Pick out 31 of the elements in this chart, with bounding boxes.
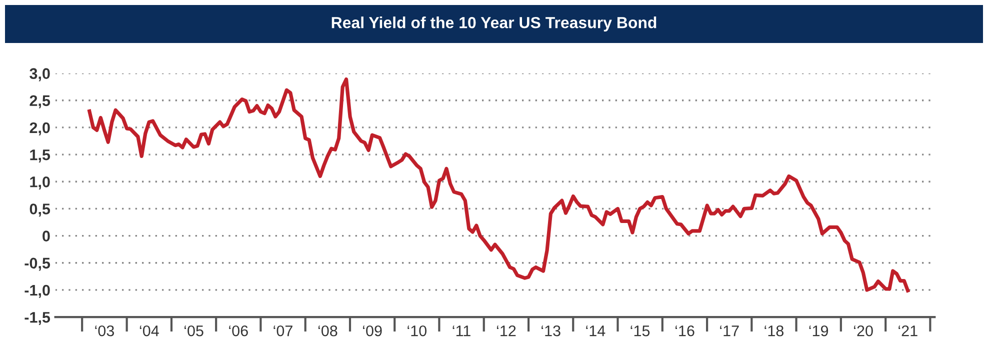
x-tick-label: ‘18 — [764, 325, 784, 336]
x-tick-label: ‘15 — [630, 326, 650, 336]
x-tick-label: ‘12 — [496, 325, 516, 336]
y-tick-label: -1,0 — [24, 284, 50, 298]
x-tick-label: ‘10 — [408, 325, 426, 336]
y-tick-label: 0,5 — [30, 204, 50, 217]
x-tick-label: ‘08 — [318, 325, 338, 336]
y-tick-label: -1,5 — [24, 312, 50, 325]
x-tick-label: ‘05 — [184, 325, 204, 336]
x-tick-label: ‘21 — [898, 325, 918, 336]
y-tick-label: 1,5 — [30, 150, 50, 162]
y-tick-label: 1,0 — [30, 176, 50, 190]
x-tick-label: ‘06 — [229, 325, 248, 336]
x-tick-label: ‘16 — [676, 325, 694, 336]
y-tick-label: 3,0 — [30, 68, 50, 82]
x-tick-label: ‘17 — [720, 326, 739, 336]
x-tick-label: ‘09 — [363, 325, 382, 336]
x-tick-label: ‘03 — [95, 325, 114, 336]
x-tick-label: ‘13 — [542, 325, 560, 336]
y-tick-label: 2,0 — [30, 122, 50, 136]
x-tick-label: ‘20 — [854, 325, 873, 336]
x-tick-label: ‘11 — [452, 326, 470, 336]
chart-title: Real Yield of the 10 Year US Treasury Bond — [332, 16, 656, 32]
x-tick-label: ‘19 — [809, 325, 828, 336]
x-tick-label: ‘07 — [274, 325, 292, 336]
y-tick-label: -0,5 — [24, 258, 50, 271]
y-tick-label: 0 — [42, 230, 50, 242]
x-tick-label: ‘04 — [140, 325, 159, 336]
y-tick-label: 2,5 — [30, 95, 50, 108]
line-series — [88, 77, 910, 292]
x-tick-label: ‘14 — [586, 326, 606, 336]
